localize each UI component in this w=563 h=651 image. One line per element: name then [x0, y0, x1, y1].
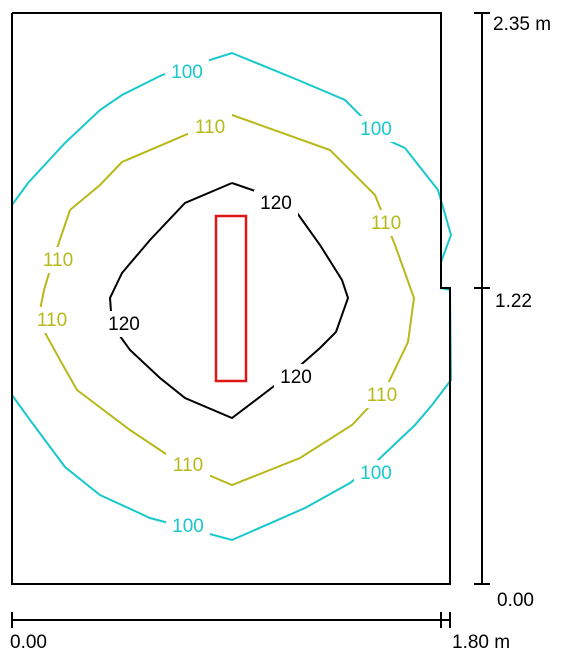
x-left-label: 0.00	[10, 632, 47, 651]
contour-label-110: 110	[367, 385, 397, 406]
y-mid-label: 1.22	[495, 291, 532, 312]
y-top-label: 2.35 m	[493, 14, 551, 35]
contour-label-110: 110	[195, 117, 225, 138]
contour-label-100: 100	[171, 62, 203, 83]
contour-label-110: 110	[371, 213, 401, 234]
contour-label-110: 110	[37, 310, 67, 331]
contour-label-120: 120	[280, 367, 312, 388]
contour-label-100: 100	[360, 119, 392, 140]
contour-line-110	[36, 113, 416, 487]
contour-label-110: 110	[173, 455, 203, 476]
contour-label-120: 120	[260, 193, 292, 214]
contour-line-120	[108, 182, 350, 420]
luminaire-rectangle	[214, 214, 248, 383]
y-bottom-label: 0.00	[497, 590, 534, 611]
contour-label-100: 100	[360, 463, 392, 484]
room-outline	[11, 12, 451, 585]
contour-label-110: 110	[43, 250, 73, 271]
x-right-label: 1.80 m	[452, 632, 510, 651]
contour-label-100: 100	[172, 516, 204, 537]
vertical-dimension-ruler	[474, 12, 490, 585]
contour-label-120: 120	[108, 314, 140, 335]
horizontal-dimension-ruler	[11, 612, 451, 628]
